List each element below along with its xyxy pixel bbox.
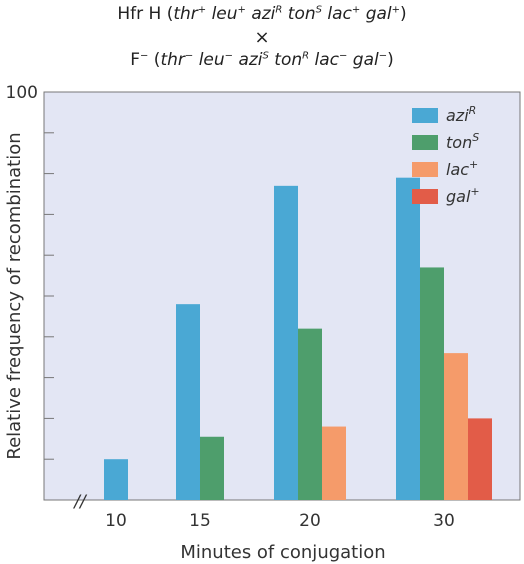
- bar-ton-20: [298, 328, 322, 500]
- x-tick-label-10: 10: [105, 511, 127, 531]
- axis-break-mark: //: [72, 492, 88, 512]
- bar-azi-20: [274, 185, 298, 500]
- bar-ton-15: [200, 436, 224, 500]
- gene-leu: leu−: [198, 50, 234, 70]
- genotype-prefix: Hfr H: [117, 4, 162, 24]
- bar-lac-30: [444, 353, 468, 500]
- genotype-prefix: F: [130, 50, 141, 70]
- f-minus-genotype: F− (thr− leu− aziS tonR lac− gal−): [130, 50, 394, 70]
- x-axis-title: Minutes of conjugation: [180, 542, 385, 563]
- legend-swatch-ton: [412, 135, 438, 150]
- gene-gal: gal−: [352, 50, 388, 70]
- legend-swatch-gal: [412, 189, 438, 204]
- gene-thr: thr+: [173, 4, 207, 24]
- bar-lac-20: [322, 426, 346, 500]
- legend-label-ton: tonS: [446, 131, 479, 152]
- gene-ton: tonR: [274, 50, 310, 70]
- bar-gal-30: [468, 418, 492, 500]
- bar-ton-30: [420, 267, 444, 500]
- cross-symbol: ×: [254, 27, 270, 48]
- x-tick-label-20: 20: [299, 511, 321, 531]
- x-tick-label-15: 15: [189, 511, 211, 531]
- y-axis-title: Relative frequency of recombination: [4, 132, 25, 459]
- legend-swatch-azi: [412, 108, 438, 123]
- gene-lac: lac−: [314, 50, 348, 70]
- legend-swatch-lac: [412, 162, 438, 177]
- gene-azi: aziR: [251, 4, 283, 24]
- gene-ton: tonS: [287, 4, 322, 24]
- gene-thr: thr−: [160, 50, 194, 70]
- x-tick-label-30: 30: [433, 511, 455, 531]
- gene-lac: lac+: [327, 4, 361, 24]
- genotype-prefix-sup: −: [140, 50, 149, 62]
- bar-azi-10: [104, 459, 128, 500]
- gene-gal: gal+: [365, 4, 401, 24]
- bar-azi-15: [176, 304, 200, 500]
- y-tick-label-100: 100: [6, 83, 38, 103]
- gene-leu: leu+: [211, 4, 246, 24]
- hfr-genotype: Hfr H (thr+ leu+ aziR tonS lac+ gal+): [117, 4, 407, 24]
- gene-azi: aziS: [238, 50, 269, 70]
- bar-azi-30: [396, 177, 420, 500]
